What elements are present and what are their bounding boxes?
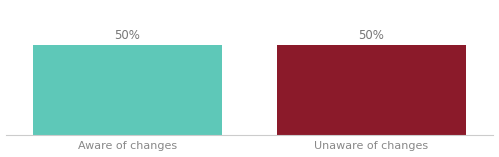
Bar [33, 45, 222, 135]
Text: 50%: 50% [359, 29, 384, 42]
Text: 50%: 50% [115, 29, 140, 42]
Bar [277, 45, 466, 135]
